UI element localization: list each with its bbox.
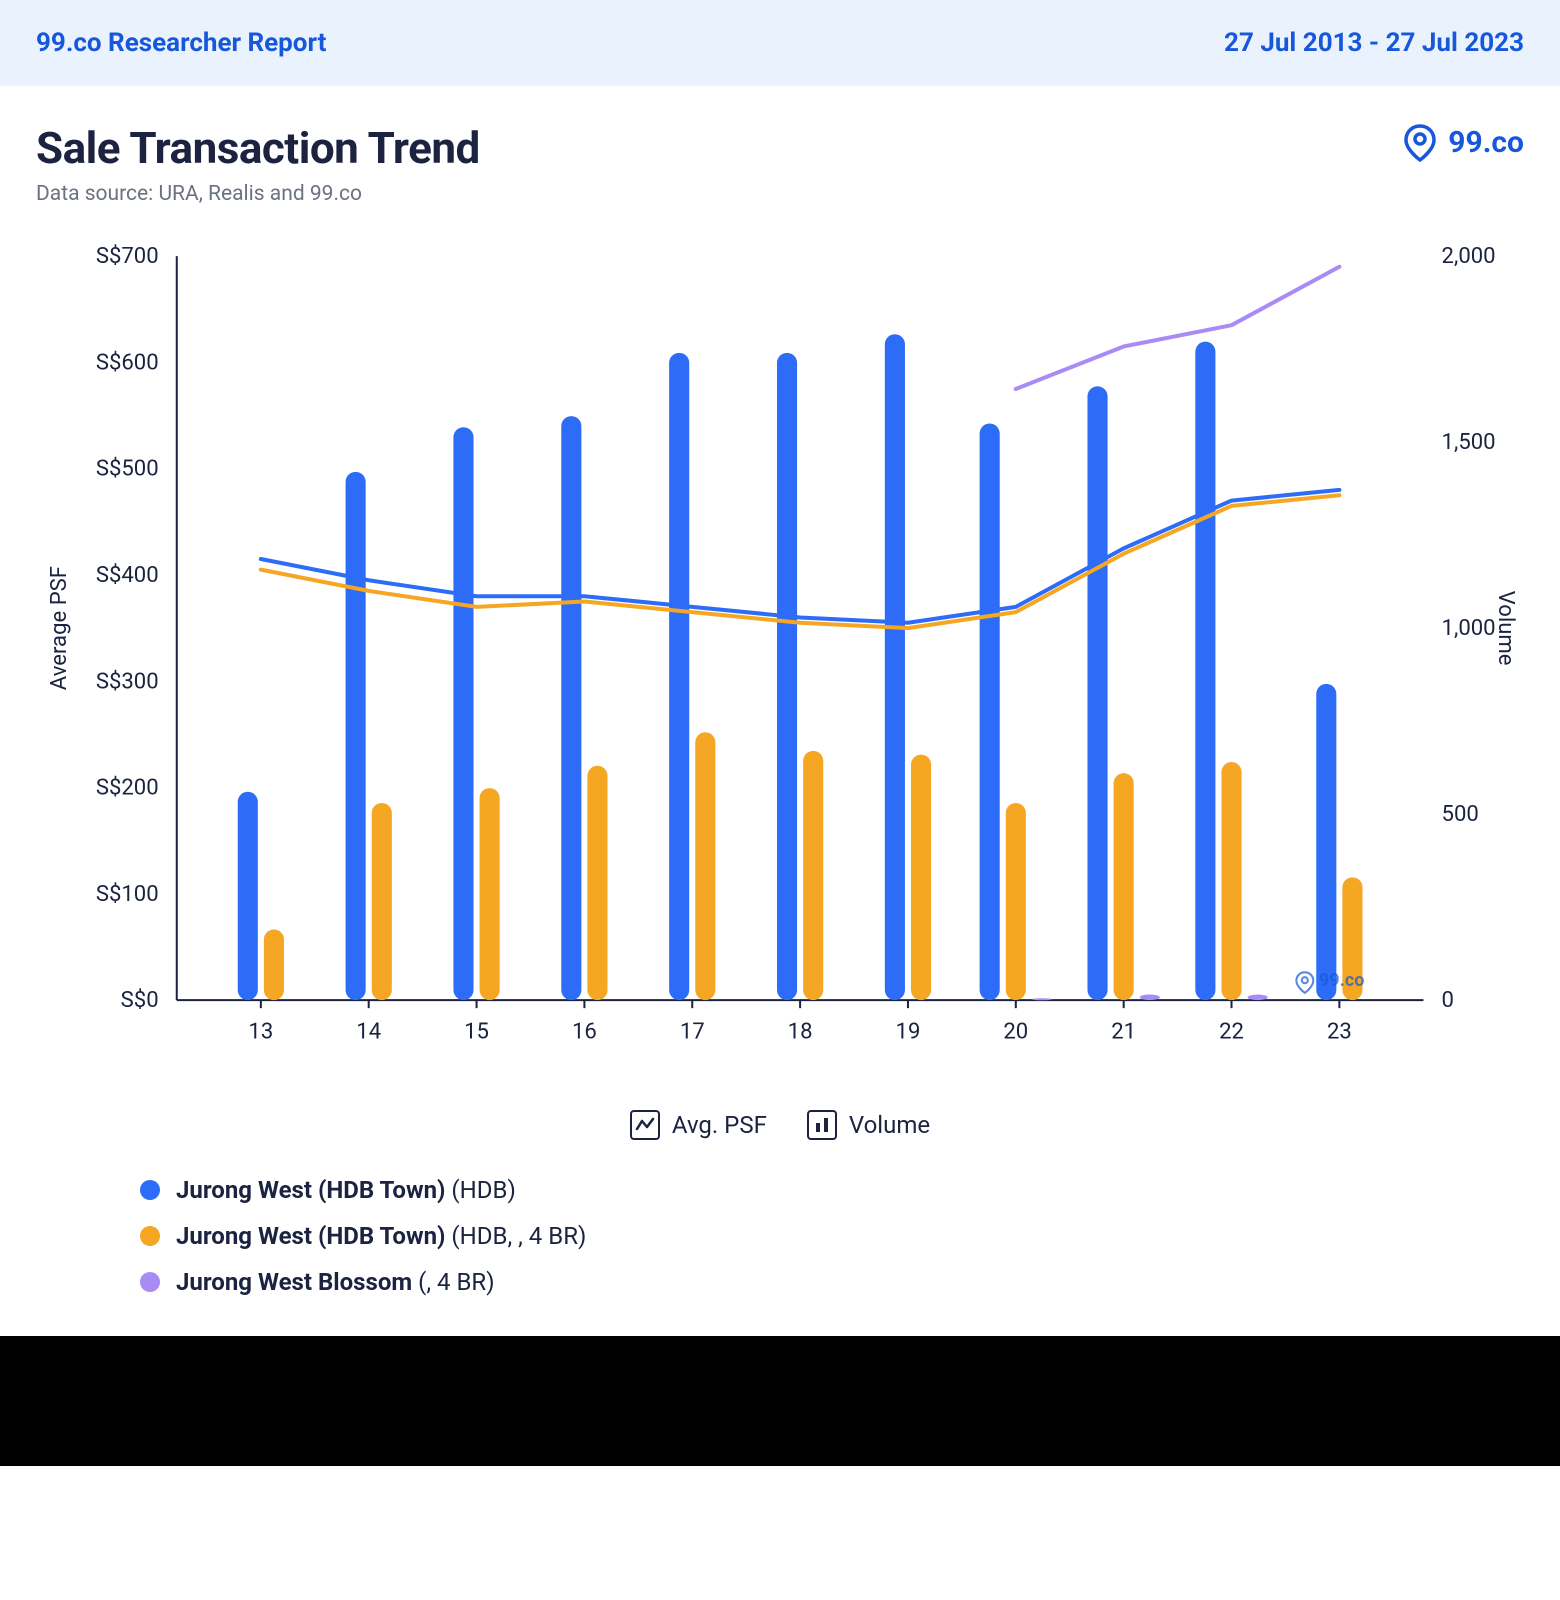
footer-blackbar	[0, 1336, 1560, 1466]
brand-text: 99.co	[1448, 125, 1524, 160]
svg-text:13: 13	[248, 1018, 273, 1044]
legend-type-volume: Volume	[807, 1110, 930, 1140]
series-legend: Jurong West (HDB Town) (HDB) Jurong West …	[0, 1140, 1560, 1336]
svg-text:S$700: S$700	[96, 243, 159, 269]
svg-text:S$400: S$400	[96, 562, 159, 588]
svg-text:99.co: 99.co	[1319, 970, 1365, 991]
series-legend-item: Jurong West (HDB Town) (HDB)	[140, 1176, 1524, 1204]
svg-text:1,500: 1,500	[1442, 429, 1496, 455]
svg-text:19: 19	[896, 1018, 921, 1044]
svg-text:18: 18	[788, 1018, 813, 1044]
brand-logo: 99.co	[1400, 122, 1524, 162]
svg-text:16: 16	[572, 1018, 597, 1044]
brand-pin-icon	[1400, 122, 1440, 162]
series-color-dot	[140, 1272, 160, 1292]
subtitle: Data source: URA, Realis and 99.co	[36, 182, 480, 206]
legend-type-volume-label: Volume	[849, 1111, 930, 1139]
header-title: 99.co Researcher Report	[36, 28, 326, 58]
svg-text:21: 21	[1111, 1018, 1136, 1044]
svg-text:500: 500	[1442, 801, 1479, 827]
series-color-dot	[140, 1226, 160, 1246]
svg-text:15: 15	[464, 1018, 489, 1044]
svg-text:S$200: S$200	[96, 775, 159, 801]
title-block: Sale Transaction Trend Data source: URA,…	[36, 122, 480, 206]
svg-text:S$500: S$500	[96, 456, 159, 482]
series-label: Jurong West Blossom (, 4 BR)	[176, 1268, 495, 1296]
page-title: Sale Transaction Trend	[36, 122, 480, 174]
legend-chart-types: Avg. PSF Volume	[36, 1110, 1524, 1140]
svg-text:2,000: 2,000	[1442, 243, 1496, 269]
header-date-range: 27 Jul 2013 - 27 Jul 2023	[1224, 28, 1524, 58]
legend-type-avgpsf: Avg. PSF	[630, 1110, 767, 1140]
svg-text:14: 14	[356, 1018, 381, 1044]
svg-text:S$600: S$600	[96, 349, 159, 375]
sale-transaction-chart: S$0 S$100 S$200 S$300 S$400 S$500 S$600 S$700 Av…	[36, 236, 1524, 1070]
svg-text:23: 23	[1327, 1018, 1352, 1044]
series-legend-item: Jurong West (HDB Town) (HDB, , 4 BR)	[140, 1222, 1524, 1250]
svg-text:20: 20	[1003, 1018, 1028, 1044]
series-color-dot	[140, 1180, 160, 1200]
svg-text:Volume: Volume	[1493, 591, 1519, 666]
svg-text:S$0: S$0	[121, 987, 159, 1013]
bar-icon	[807, 1110, 837, 1140]
svg-text:S$300: S$300	[96, 668, 159, 694]
legend-type-avgpsf-label: Avg. PSF	[672, 1111, 767, 1139]
svg-text:22: 22	[1219, 1018, 1244, 1044]
svg-text:1,000: 1,000	[1442, 615, 1496, 641]
svg-text:S$100: S$100	[96, 881, 159, 907]
header-bar: 99.co Researcher Report 27 Jul 2013 - 27…	[0, 0, 1560, 86]
series-legend-item: Jurong West Blossom (, 4 BR)	[140, 1268, 1524, 1296]
svg-text:Average PSF: Average PSF	[46, 566, 72, 690]
title-row: Sale Transaction Trend Data source: URA,…	[0, 86, 1560, 206]
chart-container: S$0 S$100 S$200 S$300 S$400 S$500 S$600 S$700 Av…	[0, 206, 1560, 1140]
svg-text:17: 17	[680, 1018, 705, 1044]
series-label: Jurong West (HDB Town) (HDB)	[176, 1176, 516, 1204]
line-icon	[630, 1110, 660, 1140]
series-label: Jurong West (HDB Town) (HDB, , 4 BR)	[176, 1222, 586, 1250]
svg-text:0: 0	[1442, 987, 1454, 1013]
